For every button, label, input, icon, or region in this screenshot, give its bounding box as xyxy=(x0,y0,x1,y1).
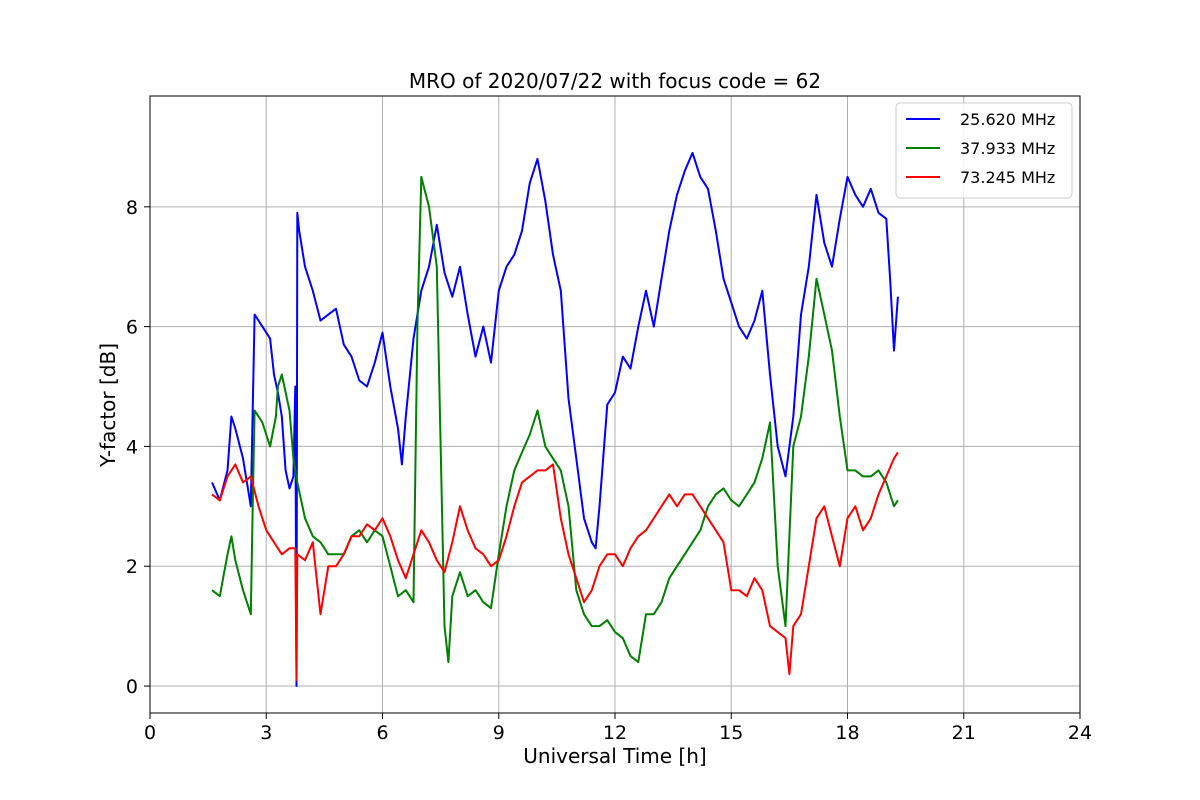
y-tick-label: 6 xyxy=(126,317,138,339)
series-line-37-933-mhz xyxy=(211,175,899,664)
x-tick-label: 9 xyxy=(493,722,505,744)
x-tick-label: 3 xyxy=(260,722,272,744)
y-tick-label: 8 xyxy=(126,197,138,219)
x-tick-label: 0 xyxy=(144,722,156,744)
y-tick-label: 0 xyxy=(126,676,138,698)
y-tick-label: 2 xyxy=(126,556,138,578)
x-tick-label: 15 xyxy=(719,722,743,744)
legend-label: 25.620 MHz xyxy=(960,110,1055,129)
x-tick-label: 6 xyxy=(376,722,388,744)
legend-label: 37.933 MHz xyxy=(960,139,1055,158)
x-axis-label: Universal Time [h] xyxy=(523,744,706,768)
series-line-73-245-mhz xyxy=(211,451,899,682)
series-layer xyxy=(211,151,899,687)
x-tick-label: 18 xyxy=(835,722,859,744)
x-tick-label: 12 xyxy=(603,722,627,744)
x-tick-label: 21 xyxy=(952,722,976,744)
y-axis-label: Y-factor [dB] xyxy=(96,343,120,468)
legend: 25.620 MHz 37.933 MHz 73.245 MHz xyxy=(895,102,1073,199)
legend-box xyxy=(895,102,1073,199)
y-tick-label: 4 xyxy=(126,436,138,458)
legend-label: 73.245 MHz xyxy=(960,168,1055,187)
x-tick-label: 24 xyxy=(1068,722,1092,744)
chart-title: MRO of 2020/07/22 with focus code = 62 xyxy=(409,69,821,93)
